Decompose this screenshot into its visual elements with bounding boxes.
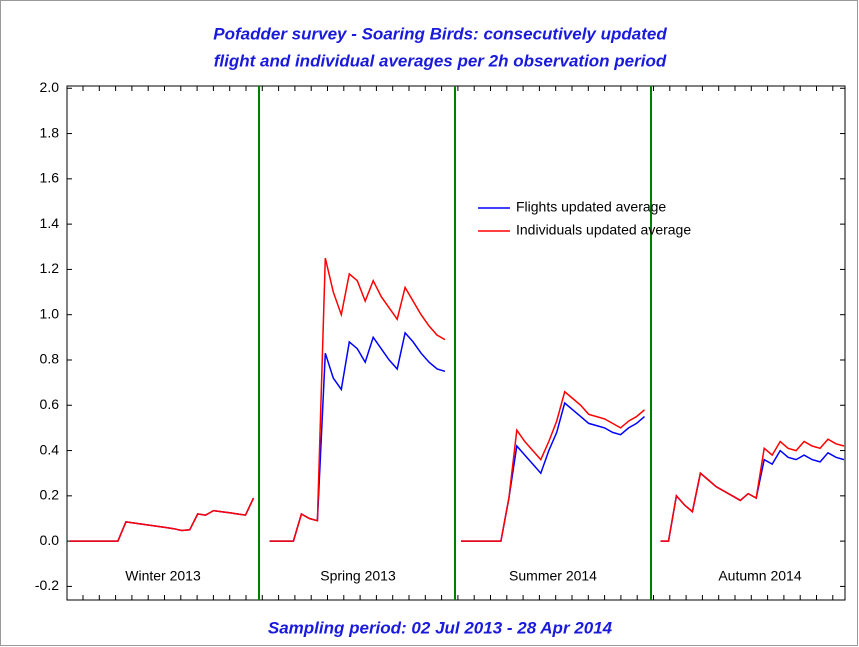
y-tick-label: 2.0 xyxy=(40,79,60,95)
y-tick-label: 1.0 xyxy=(40,305,60,321)
y-tick-label: 0.6 xyxy=(40,396,60,412)
y-tick-label: 1.4 xyxy=(40,215,60,231)
legend-label: Flights updated average xyxy=(516,199,666,215)
y-tick-label: 0.0 xyxy=(40,532,60,548)
y-tick-label: 0.2 xyxy=(40,487,60,503)
y-tick-label: 1.6 xyxy=(40,170,60,186)
y-tick-label: -0.2 xyxy=(35,577,59,593)
x-axis-label: Sampling period: 02 Jul 2013 - 28 Apr 20… xyxy=(268,618,613,637)
y-tick-label: 0.4 xyxy=(40,441,60,457)
chart-title: Pofadder survey - Soaring Birds: consecu… xyxy=(213,24,667,43)
y-tick-label: 0.8 xyxy=(40,351,60,367)
y-tick-label: 1.8 xyxy=(40,124,60,140)
series-line xyxy=(70,257,845,542)
season-label: Autumn 2014 xyxy=(718,568,801,584)
y-tick-label: 1.2 xyxy=(40,260,60,276)
season-label: Summer 2014 xyxy=(509,568,597,584)
season-label: Spring 2013 xyxy=(320,568,396,584)
legend-label: Individuals updated average xyxy=(516,222,691,238)
chart-title: flight and individual averages per 2h ob… xyxy=(214,51,667,70)
season-label: Winter 2013 xyxy=(125,568,201,584)
